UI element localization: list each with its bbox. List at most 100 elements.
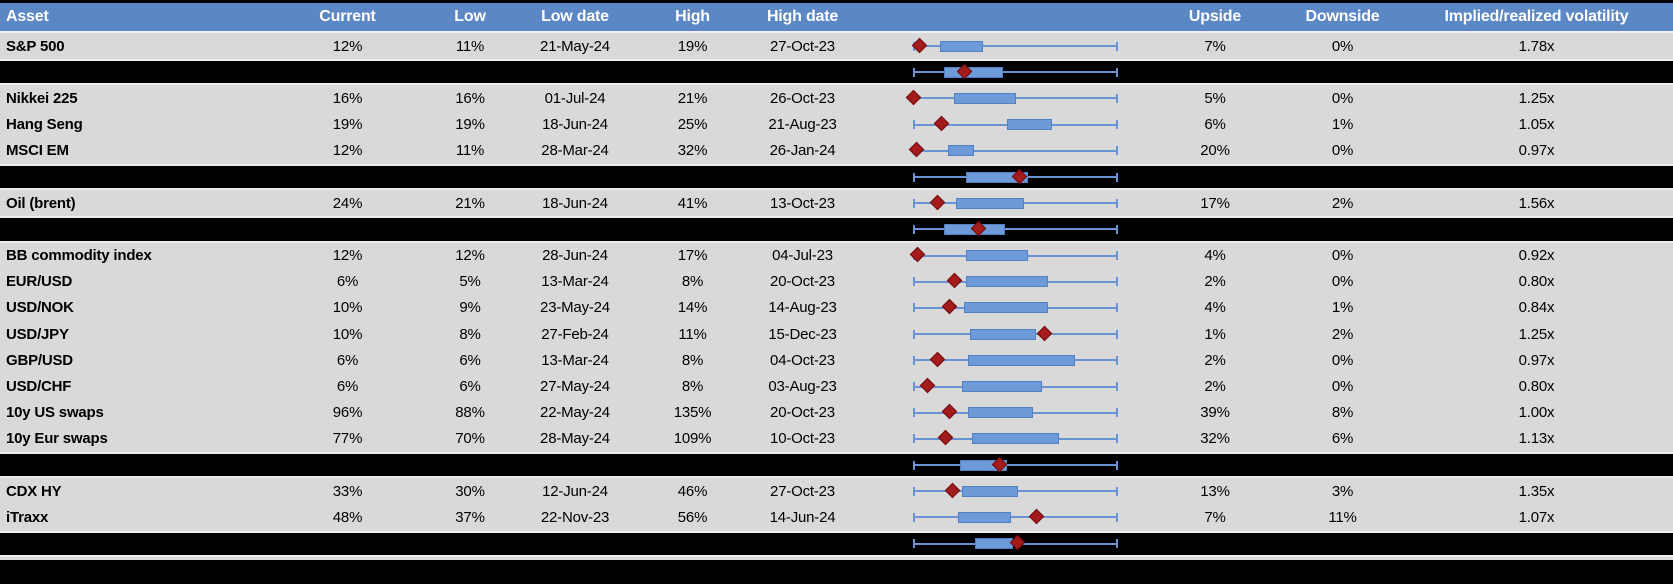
high-cell: 41% bbox=[677, 194, 708, 212]
table-row: USD/JPY 10% 8% 27-Feb-24 11% 15-Dec-23 1… bbox=[0, 321, 1673, 348]
boxplot-cell bbox=[860, 243, 1145, 269]
low-cell: 5% bbox=[459, 273, 481, 291]
current-cell: 12% bbox=[332, 37, 363, 55]
current-level-diamond-icon bbox=[933, 115, 950, 132]
low-date-cell: 01-Jul-24 bbox=[544, 89, 606, 107]
aggregate-separator-row bbox=[0, 530, 1673, 557]
boxplot bbox=[913, 112, 1118, 138]
downside-cell: 0% bbox=[1331, 351, 1354, 369]
low-cell: 6% bbox=[459, 351, 481, 369]
boxplot bbox=[913, 533, 1118, 555]
boxplot bbox=[905, 85, 1118, 111]
table-row: 10y US swaps 96% 88% 22-May-24 135% 20-O… bbox=[0, 399, 1673, 426]
upside-cell: 2% bbox=[1204, 351, 1226, 369]
boxplot-cell bbox=[860, 478, 1145, 504]
header-high-date: High date bbox=[766, 8, 839, 25]
high-cell: 11% bbox=[678, 325, 707, 343]
low-date-cell: 12-Jun-24 bbox=[542, 482, 608, 500]
downside-cell: 0% bbox=[1331, 247, 1354, 265]
high-cell: 8% bbox=[681, 351, 704, 369]
whisker-cap-left bbox=[913, 408, 915, 418]
table-body: S&P 500 12% 11% 21-May-24 19% 27-Oct-23 … bbox=[0, 33, 1673, 557]
asset-cell: EUR/USD bbox=[6, 273, 73, 291]
asset-cell: iTraxx bbox=[6, 508, 49, 526]
interquartile-box bbox=[939, 40, 983, 52]
whisker-cap-left bbox=[913, 355, 915, 365]
boxplot bbox=[913, 166, 1118, 188]
whisker-line bbox=[913, 97, 1118, 100]
table-header-row: Asset Current Low Low date High High dat… bbox=[0, 3, 1673, 31]
low-cell: 9% bbox=[459, 299, 481, 317]
whisker-cap-right bbox=[1116, 224, 1118, 234]
high-date-cell: 04-Oct-23 bbox=[770, 351, 835, 369]
aggregate-separator-row bbox=[0, 216, 1673, 243]
whisker-line bbox=[913, 149, 1118, 152]
downside-cell: 3% bbox=[1331, 482, 1354, 500]
table-row: USD/NOK 10% 9% 23-May-24 14% 14-Aug-23 4… bbox=[0, 294, 1673, 322]
current-level-diamond-icon bbox=[946, 273, 962, 289]
low-date-cell: 22-Nov-23 bbox=[540, 508, 610, 526]
aggregate-separator-row bbox=[0, 59, 1673, 86]
high-cell: 135% bbox=[673, 404, 712, 422]
boxplot bbox=[913, 400, 1118, 426]
whisker-cap-left bbox=[913, 382, 915, 392]
table-row: EUR/USD 6% 5% 13-Mar-24 8% 20-Oct-23 2% … bbox=[0, 268, 1673, 295]
whisker-cap-left bbox=[913, 303, 915, 313]
current-level-diamond-icon bbox=[908, 142, 924, 158]
interquartile-box bbox=[968, 407, 1033, 419]
asset-cell: USD/CHF bbox=[6, 378, 72, 396]
interquartile-box bbox=[954, 92, 1016, 104]
implied-realized-cell: 1.00x bbox=[1518, 404, 1555, 422]
whisker-cap-left bbox=[913, 198, 915, 208]
upside-cell: 20% bbox=[1200, 142, 1230, 160]
low-cell: 11% bbox=[455, 37, 485, 55]
low-cell: 11% bbox=[455, 142, 485, 160]
whisker-cap-right bbox=[1116, 277, 1118, 287]
asset-cell: Nikkei 225 bbox=[6, 89, 78, 107]
whisker-cap-left bbox=[913, 172, 915, 182]
whisker-cap-right bbox=[1116, 146, 1118, 156]
current-cell: 19% bbox=[332, 116, 363, 134]
asset-cell: MSCI EM bbox=[6, 142, 69, 160]
downside-cell: 0% bbox=[1331, 378, 1354, 396]
whisker-cap-left bbox=[913, 67, 915, 77]
boxplot bbox=[913, 426, 1118, 452]
low-date-cell: 28-May-24 bbox=[540, 430, 610, 448]
upside-cell: 5% bbox=[1204, 89, 1226, 107]
implied-realized-cell: 0.97x bbox=[1518, 142, 1555, 160]
current-cell: 6% bbox=[336, 378, 359, 396]
whisker-cap-left bbox=[913, 486, 915, 496]
downside-cell: 2% bbox=[1331, 194, 1354, 212]
whisker-cap-left bbox=[913, 539, 915, 549]
implied-realized-cell: 1.07x bbox=[1518, 508, 1555, 526]
current-level-diamond-icon bbox=[909, 246, 925, 263]
high-cell: 56% bbox=[677, 508, 708, 526]
current-level-diamond-icon bbox=[905, 89, 921, 106]
top-border bbox=[0, 0, 1673, 3]
boxplot-cell bbox=[860, 373, 1145, 399]
current-level-diamond-icon bbox=[929, 351, 946, 368]
current-cell: 33% bbox=[332, 482, 363, 500]
current-level-diamond-icon bbox=[919, 377, 936, 394]
upside-cell: 39% bbox=[1200, 404, 1230, 422]
boxplot-cell bbox=[860, 166, 1145, 188]
interquartile-box bbox=[970, 328, 1036, 340]
upside-cell: 2% bbox=[1204, 273, 1226, 291]
whisker-line bbox=[913, 45, 1118, 48]
high-date-cell: 27-Oct-23 bbox=[770, 482, 835, 500]
boxplot bbox=[913, 218, 1118, 240]
table-row: Nikkei 225 16% 16% 01-Jul-24 21% 26-Oct-… bbox=[0, 85, 1673, 112]
high-date-cell: 15-Dec-23 bbox=[768, 325, 837, 343]
asset-cell: USD/NOK bbox=[6, 299, 74, 317]
current-level-diamond-icon bbox=[1036, 325, 1052, 341]
interquartile-box bbox=[962, 485, 1018, 497]
whisker-cap-right bbox=[1116, 539, 1118, 549]
high-cell: 109% bbox=[673, 430, 712, 448]
low-date-cell: 13-Mar-24 bbox=[541, 273, 609, 291]
implied-realized-cell: 0.80x bbox=[1518, 378, 1555, 396]
interquartile-box bbox=[956, 197, 1024, 209]
table-row: Hang Seng 19% 19% 18-Jun-24 25% 21-Aug-2… bbox=[0, 111, 1673, 138]
low-date-cell: 13-Mar-24 bbox=[541, 351, 609, 369]
high-date-cell: 10-Oct-23 bbox=[770, 430, 835, 448]
